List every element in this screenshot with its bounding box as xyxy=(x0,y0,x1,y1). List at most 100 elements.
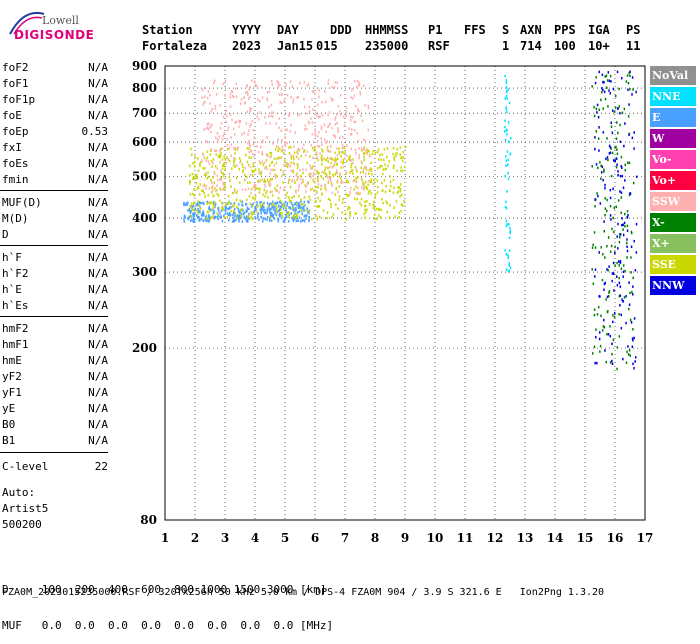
ionogram-echo-point xyxy=(271,194,274,197)
ionogram-echo-point xyxy=(206,176,208,180)
ionogram-echo-point xyxy=(266,136,268,139)
ionogram-echo-point xyxy=(234,152,236,155)
ionogram-echo-point xyxy=(603,326,606,329)
ionogram-echo-point xyxy=(222,134,224,138)
ionogram-echo-point xyxy=(238,125,240,128)
ionogram-echo-point xyxy=(194,212,196,215)
ionogram-echo-point xyxy=(367,183,369,186)
ionogram-echo-point xyxy=(593,231,596,234)
param-value: N/A xyxy=(88,212,108,225)
ionogram-echo-point xyxy=(616,148,618,151)
ionogram-echo-point xyxy=(628,133,630,136)
ionogram-echo-point xyxy=(622,357,624,361)
ionogram-echo-point xyxy=(321,143,323,146)
header-label: AXN xyxy=(520,23,542,37)
ionogram-echo-point xyxy=(277,219,280,223)
ionogram-echo-point xyxy=(204,216,207,220)
ionogram-echo-point xyxy=(207,215,210,219)
ionogram-echo-point xyxy=(220,209,223,213)
ionogram-echo-point xyxy=(256,201,258,204)
ionogram-echo-point xyxy=(237,216,240,219)
ionogram-echo-point xyxy=(506,129,508,132)
ionogram-echo-point xyxy=(232,213,234,216)
ionogram-echo-point xyxy=(594,361,596,365)
header-value: 2023 xyxy=(232,39,261,53)
ionogram-echo-point xyxy=(232,220,234,223)
ionogram-echo-point xyxy=(607,71,610,74)
ionogram-echo-point xyxy=(610,121,612,125)
ionogram-echo-point xyxy=(264,217,266,221)
ionogram-echo-point xyxy=(196,210,198,213)
ionogram-echo-point xyxy=(270,114,272,118)
ionogram-echo-point xyxy=(330,205,332,209)
ionogram-echo-point xyxy=(594,204,596,208)
ionogram-echo-point xyxy=(353,197,356,200)
ionogram-echo-point xyxy=(320,174,322,178)
ionogram-echo-point xyxy=(370,161,372,165)
ionogram-echo-point xyxy=(236,216,238,220)
ionogram-echo-point xyxy=(282,151,285,155)
ionogram-echo-point xyxy=(396,169,398,173)
ionogram-echo-point xyxy=(304,204,306,207)
ionogram-echo-point xyxy=(257,118,260,121)
ionogram-echo-point xyxy=(379,216,382,219)
ionogram-echo-point xyxy=(321,159,323,162)
ionogram-echo-point xyxy=(246,175,248,179)
ionogram-echo-point xyxy=(239,200,242,203)
ionogram-echo-point xyxy=(268,115,270,118)
param-label: foF1p xyxy=(2,93,36,106)
ionogram-echo-point xyxy=(216,174,218,178)
ionogram-echo-point xyxy=(338,147,340,151)
ionogram-echo-point xyxy=(228,159,231,163)
ionogram-echo-point xyxy=(617,131,619,135)
ionogram-echo-point xyxy=(606,268,608,271)
ionogram-echo-point xyxy=(228,201,230,204)
ionogram-echo-point xyxy=(631,76,634,79)
ionogram-echo-point xyxy=(337,207,339,210)
ionogram-echo-point xyxy=(223,164,225,167)
ionogram-echo-point xyxy=(317,115,320,119)
ionogram-echo-point xyxy=(276,189,279,192)
ionogram-echo-point xyxy=(626,245,628,249)
ionogram-echo-point xyxy=(210,178,212,182)
ionogram-echo-point xyxy=(365,185,367,189)
ionogram-echo-point xyxy=(245,218,247,221)
ionogram-echo-point xyxy=(208,207,210,211)
ionogram-echo-point xyxy=(606,79,609,82)
ionogram-echo-point xyxy=(397,190,400,193)
ionogram-echo-point xyxy=(243,211,246,215)
ionogram-echo-point xyxy=(231,118,233,122)
ionogram-echo-point xyxy=(259,145,262,149)
ionogram-echo-point xyxy=(247,207,250,211)
ionogram-echo-point xyxy=(367,192,370,195)
ionogram-echo-point xyxy=(266,178,269,182)
ionogram-echo-point xyxy=(284,136,286,139)
ionogram-echo-point xyxy=(257,98,259,101)
ionogram-echo-point xyxy=(302,178,304,182)
ionogram-echo-point xyxy=(208,214,210,217)
ionogram-echo-point xyxy=(234,121,236,124)
ionogram-echo-point xyxy=(353,188,356,191)
ionogram-echo-point xyxy=(298,113,301,116)
auto-version: 500200 xyxy=(2,518,42,531)
ionogram-echo-point xyxy=(597,137,600,140)
header-value: Fortaleza xyxy=(142,39,208,53)
ionogram-echo-point xyxy=(362,138,365,141)
ionogram-echo-point xyxy=(298,183,301,187)
ionogram-echo-point xyxy=(341,135,344,139)
ionogram-echo-point xyxy=(606,332,608,336)
ionogram-echo-point xyxy=(384,168,386,171)
ionogram-echo-point xyxy=(219,215,222,219)
ionogram-echo-point xyxy=(221,219,224,223)
ionogram-echo-point xyxy=(285,214,287,217)
ionogram-echo-point xyxy=(196,201,199,205)
ionogram-echo-point xyxy=(628,349,631,352)
x-tick-label: 14 xyxy=(547,531,564,545)
ionogram-echo-point xyxy=(312,165,314,168)
ionogram-echo-point xyxy=(603,170,605,173)
station-header: Station YYYY DAY DDD HHMMSS P1 FFS S AXN PPS IGA PS… xyxy=(142,22,662,56)
ionogram-echo-point xyxy=(264,180,267,183)
ionogram-echo-point xyxy=(272,208,275,211)
ionogram-echo-point xyxy=(239,211,241,215)
ionogram-echo-point xyxy=(300,174,302,178)
